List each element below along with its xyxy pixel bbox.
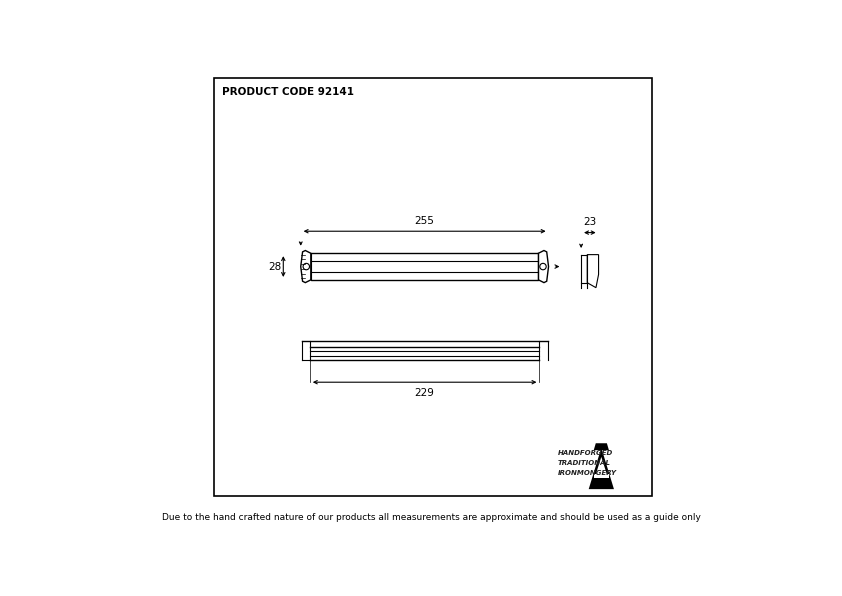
Polygon shape [595,457,608,477]
Polygon shape [589,448,614,489]
Text: 28: 28 [269,262,282,272]
Text: 229: 229 [415,388,434,398]
Polygon shape [594,443,609,450]
Polygon shape [538,250,548,283]
Text: 255: 255 [415,216,434,226]
Text: PRODUCT CODE 92141: PRODUCT CODE 92141 [221,86,354,97]
Polygon shape [587,254,599,288]
Polygon shape [301,250,311,283]
Bar [594,474,609,478]
Text: Due to the hand crafted nature of our products all measurements are approximate : Due to the hand crafted nature of our pr… [163,513,701,522]
Text: HANDFORGED: HANDFORGED [557,450,613,456]
Text: IRONMONGERY: IRONMONGERY [557,470,617,476]
Text: 23: 23 [584,217,596,227]
Text: TRADITIONAL: TRADITIONAL [557,460,610,466]
